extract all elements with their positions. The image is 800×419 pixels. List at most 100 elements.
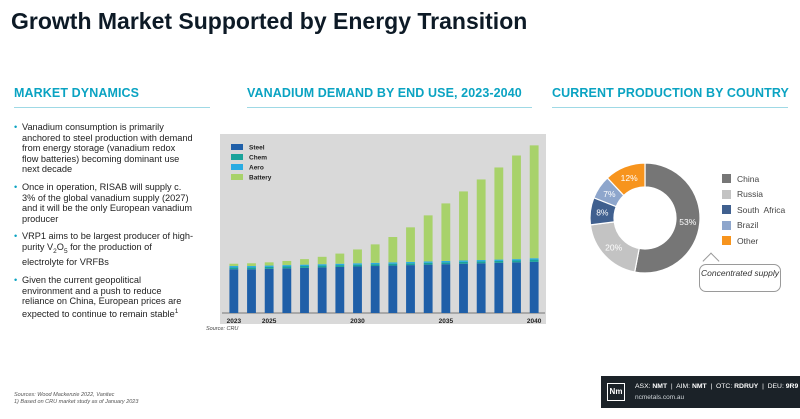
bar-chem-2028 <box>317 265 327 268</box>
bar-chem-2035 <box>441 262 451 265</box>
bar-chem-2026 <box>282 266 292 269</box>
bar-aero-2026 <box>282 265 292 267</box>
bar-chem-2030 <box>353 264 362 267</box>
donut-value-label: 8% <box>596 208 609 218</box>
x-tick-label: 2035 <box>439 318 454 325</box>
bar-battery-2039 <box>512 155 521 260</box>
bar-steel-2023 <box>229 269 239 313</box>
footnote-sources: Sources: Wood Mackenzie 2022, Vanitec <box>14 392 115 398</box>
bullet-text: Given the current geopolitical environme… <box>22 274 182 319</box>
section-title-production: CURRENT PRODUCTION BY COUNTRY <box>552 86 789 100</box>
bar-aero-2025 <box>264 265 274 267</box>
legend-swatch <box>722 189 731 199</box>
bar-steel-2031 <box>370 266 380 313</box>
legend-swatch <box>722 220 731 230</box>
bullet-item: Given the current geopolitical environme… <box>14 275 194 319</box>
legend-swatch-chem <box>231 154 243 160</box>
bar-battery-2029 <box>335 253 345 264</box>
bullet-text: Once in operation, RISAB will supply c. … <box>22 181 193 224</box>
production-legend: China Russia South Africa Brazil Other <box>722 171 785 249</box>
bar-battery-2037 <box>476 179 486 261</box>
bar-battery-2036 <box>459 191 468 261</box>
donut-value-label: 12% <box>621 173 638 183</box>
section-divider <box>552 107 788 108</box>
bar-battery-2038 <box>494 167 504 260</box>
bar-steel-2032 <box>388 265 398 313</box>
bullet-text: for the production of electrolyte for VR… <box>22 241 152 268</box>
section-divider <box>247 107 532 108</box>
bar-aero-2029 <box>335 263 345 266</box>
bar-steel-2025 <box>264 268 274 313</box>
bullet-text: O <box>56 241 64 252</box>
bar-aero-2038 <box>494 259 504 261</box>
bar-steel-2027 <box>300 267 309 313</box>
bar-steel-2037 <box>476 263 486 313</box>
footer-bar: Nm ASX: NMT | AIM: NMT | OTC: RDRUY | DE… <box>601 376 800 408</box>
bar-chem-2040 <box>529 259 539 262</box>
bullet-item: Vanadium consumption is primarily anchor… <box>14 122 194 175</box>
bar-battery-2040 <box>529 145 539 259</box>
donut-value-label: 7% <box>603 189 616 199</box>
bar-chem-2034 <box>423 262 433 265</box>
bar-steel-2033 <box>406 265 415 313</box>
bar-steel-2026 <box>282 268 292 313</box>
section-title-market-dynamics: MARKET DYNAMICS <box>14 86 140 100</box>
bar-aero-2024 <box>247 266 256 268</box>
ticker-label: | DEU: <box>758 383 786 390</box>
website-link[interactable]: ncmetals.com.au <box>635 394 685 401</box>
bar-aero-2036 <box>459 260 468 262</box>
x-tick-label: 2030 <box>350 318 365 325</box>
demand-bar-chart: 2023 2025 2030 2035 2040 Steel Chem Aero Battery <box>222 144 545 325</box>
bar-battery-2028 <box>317 256 327 265</box>
bar-chem-2025 <box>264 266 274 269</box>
bar-aero-2028 <box>317 264 327 266</box>
ticker-label: | AIM: <box>667 383 692 390</box>
ticker-label: ASX: <box>635 383 653 390</box>
bar-steel-2039 <box>512 262 521 313</box>
bar-aero-2030 <box>353 263 362 265</box>
legend-item-south-africa: South Africa <box>722 202 785 218</box>
bar-steel-2040 <box>529 261 539 313</box>
subscript: 5 <box>63 247 68 255</box>
bar-chem-2027 <box>300 266 309 268</box>
bar-battery-2025 <box>264 262 274 266</box>
legend-label: Brazil <box>737 220 759 231</box>
chart-source: Source: CRU <box>206 326 239 332</box>
bar-steel-2024 <box>247 269 256 313</box>
bar-chem-2038 <box>494 260 504 263</box>
legend-label: Russia <box>737 189 763 200</box>
legend-swatch-steel <box>231 144 243 150</box>
bar-battery-2032 <box>388 237 398 263</box>
bar-chem-2029 <box>335 265 345 267</box>
bar-battery-2023 <box>229 263 239 267</box>
legend-item-russia: Russia <box>722 187 785 203</box>
bar-chem-2024 <box>247 267 256 270</box>
bar-aero-2040 <box>529 258 539 260</box>
legend-label-aero: Aero <box>249 165 264 172</box>
legend-label: South Africa <box>737 204 786 215</box>
bar-steel-2036 <box>459 263 468 313</box>
bar-aero-2034 <box>423 261 433 263</box>
legend-label: Other <box>737 235 759 246</box>
bar-chem-2023 <box>229 267 239 270</box>
legend-label-chem: Chem <box>249 155 267 162</box>
subscript: 2 <box>53 247 57 255</box>
page-title: Growth Market Supported by Energy Transi… <box>11 8 528 34</box>
bar-aero-2037 <box>476 260 486 262</box>
donut-value-label: 53% <box>679 217 696 227</box>
legend-swatch-aero <box>231 164 243 170</box>
bar-battery-2035 <box>441 203 451 261</box>
donut-slice-china <box>633 162 701 274</box>
donut-slice-other <box>606 162 646 197</box>
legend-swatch <box>722 174 731 184</box>
bar-chem-2037 <box>476 261 486 264</box>
production-donut-chart: 53% 20% 8% 7% 12% <box>589 162 701 274</box>
bar-aero-2035 <box>441 260 451 263</box>
bar-chem-2036 <box>459 261 468 264</box>
bar-steel-2029 <box>335 266 345 313</box>
section-divider <box>14 107 210 108</box>
bar-chem-2031 <box>370 264 380 267</box>
bar-steel-2030 <box>353 266 362 313</box>
donut-value-label: 20% <box>605 242 622 252</box>
bullet-text: VRP1 aims to be largest producer of high… <box>22 231 194 252</box>
